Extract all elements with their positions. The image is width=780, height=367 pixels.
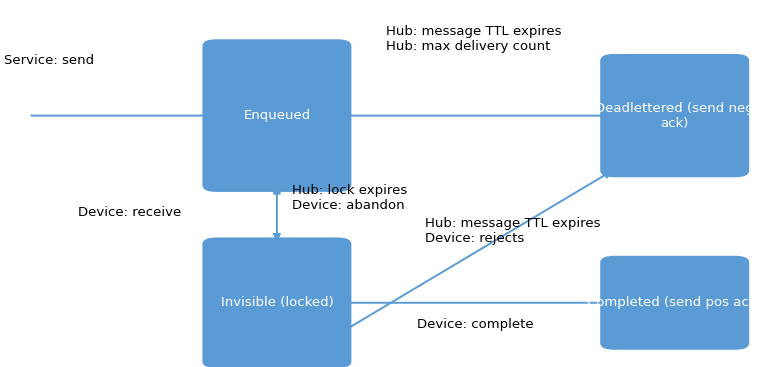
Text: Invisible (locked): Invisible (locked) <box>221 296 333 309</box>
FancyBboxPatch shape <box>202 237 351 367</box>
Text: Service: send: Service: send <box>4 54 94 67</box>
Text: Hub: message TTL expires
Hub: max delivery count: Hub: message TTL expires Hub: max delive… <box>386 25 562 52</box>
Text: Hub: lock expires
Device: abandon: Hub: lock expires Device: abandon <box>292 184 408 212</box>
FancyBboxPatch shape <box>202 39 351 192</box>
Text: Enqueued: Enqueued <box>243 109 310 122</box>
Text: Completed (send pos ack): Completed (send pos ack) <box>587 296 762 309</box>
Text: Device: complete: Device: complete <box>417 318 534 331</box>
Text: Hub: message TTL expires
Device: rejects: Hub: message TTL expires Device: rejects <box>425 217 601 245</box>
Text: Device: receive: Device: receive <box>78 206 181 219</box>
FancyBboxPatch shape <box>600 54 749 177</box>
FancyBboxPatch shape <box>600 256 749 350</box>
Text: Deadlettered (send neg
ack): Deadlettered (send neg ack) <box>595 102 754 130</box>
